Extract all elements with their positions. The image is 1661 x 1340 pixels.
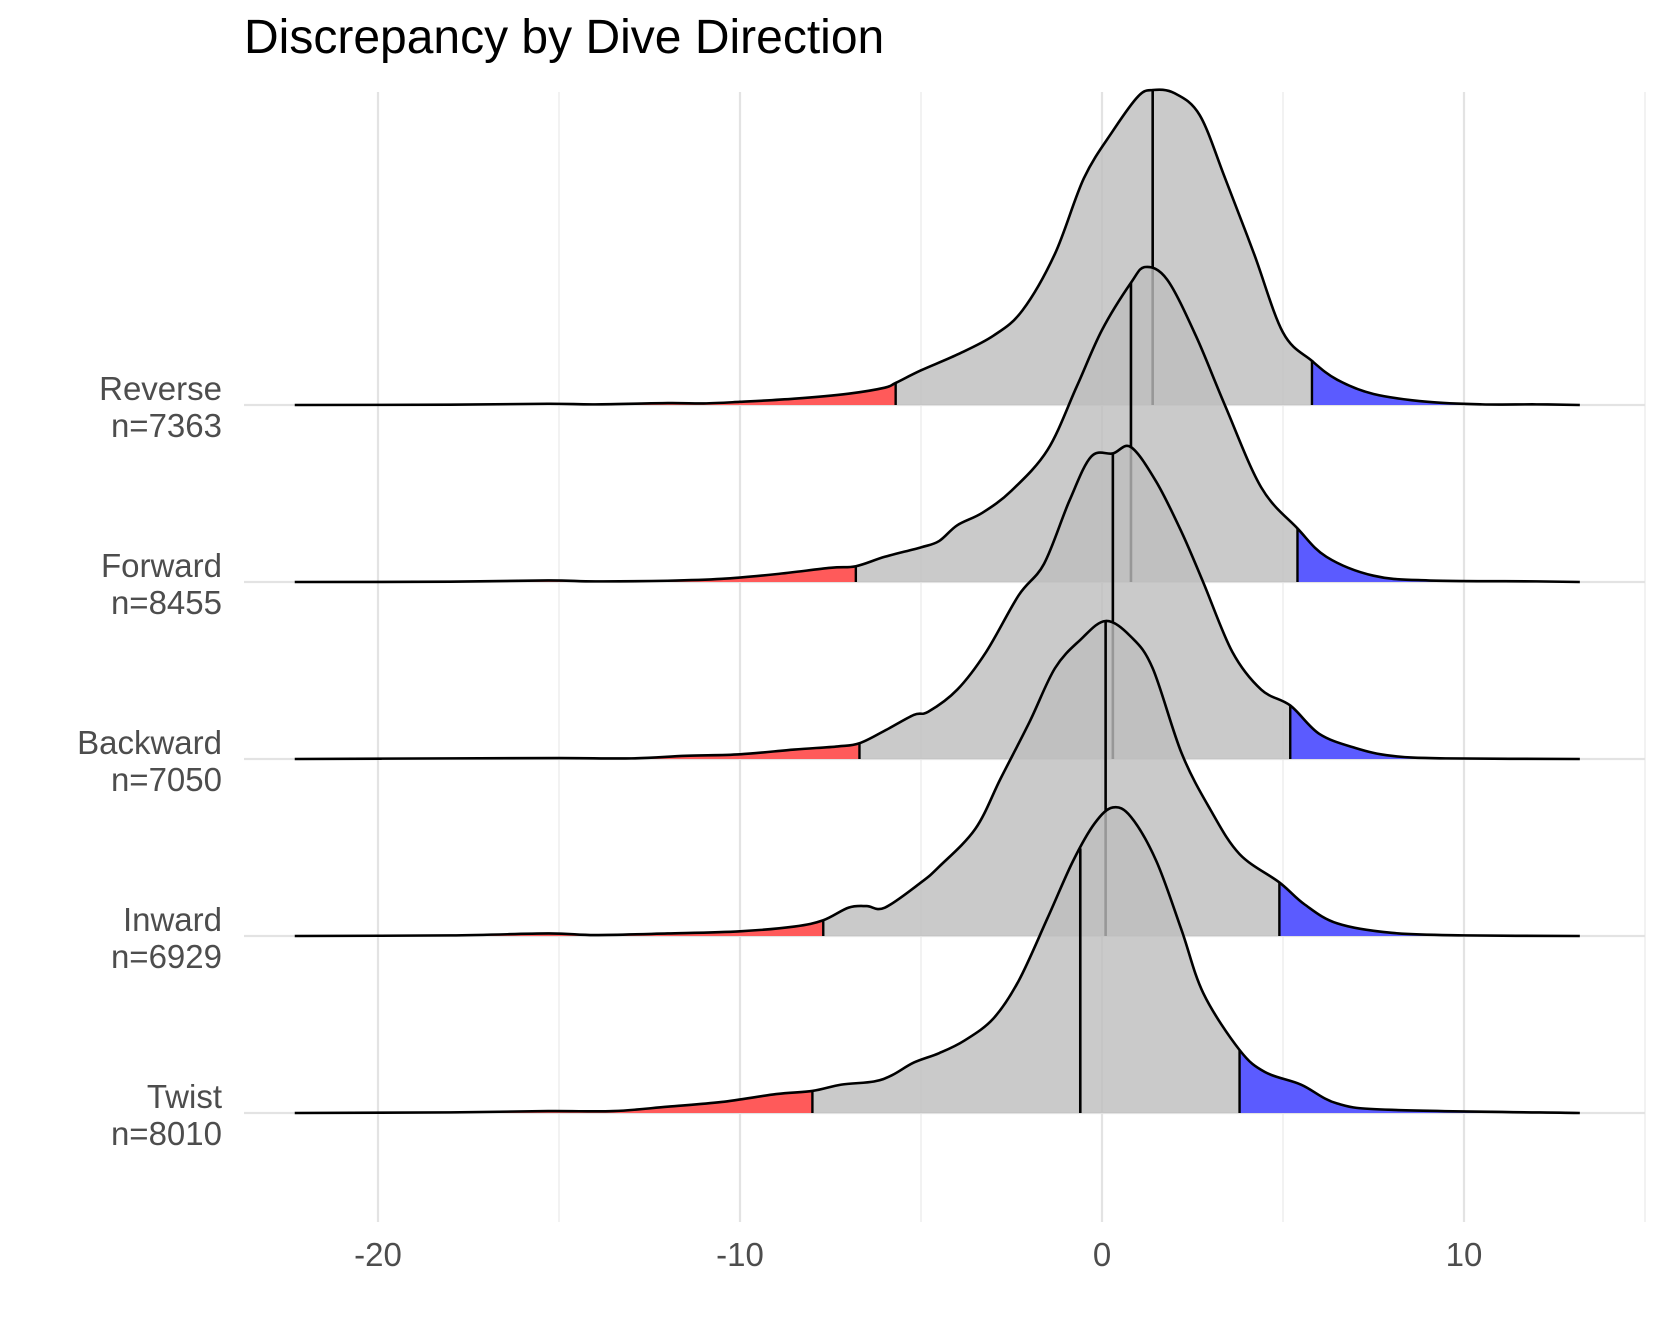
density-outline-forward xyxy=(294,265,1580,584)
ridge-body-twist xyxy=(294,807,1580,1113)
high-tail-inward xyxy=(1279,620,1580,936)
x-tick-label: 0 xyxy=(1093,1236,1111,1273)
ridge-forward xyxy=(294,265,1580,584)
x-tick-label: -20 xyxy=(354,1236,402,1273)
group-label-backward: Backward xyxy=(77,724,222,761)
ridge-body-forward xyxy=(294,266,1580,582)
chart-title: Discrepancy by Dive Direction xyxy=(244,11,885,64)
low-tail-twist xyxy=(294,807,813,1113)
low-tail-reverse xyxy=(294,89,896,405)
ridges-layer xyxy=(294,88,1580,1115)
group-count-forward: n=8455 xyxy=(111,584,222,621)
group-count-backward: n=7050 xyxy=(111,761,222,798)
density-outline-inward xyxy=(294,619,1580,938)
group-label-forward: Forward xyxy=(101,547,222,584)
group-label-reverse: Reverse xyxy=(99,370,222,407)
group-count-inward: n=6929 xyxy=(111,938,222,975)
ridge-body-reverse xyxy=(294,89,1580,406)
group-count-reverse: n=7363 xyxy=(111,407,222,444)
density-outline-twist xyxy=(294,805,1580,1115)
density-outline-reverse xyxy=(294,88,1580,407)
x-tick-label: 10 xyxy=(1446,1236,1483,1273)
group-count-twist: n=8010 xyxy=(111,1115,222,1152)
group-label-inward: Inward xyxy=(123,901,222,938)
ridge-inward xyxy=(294,619,1580,938)
ridge-body-inward xyxy=(294,620,1580,936)
ridge-reverse xyxy=(294,88,1580,407)
high-tail-reverse xyxy=(1311,89,1580,405)
ridge-body-backward xyxy=(294,445,1580,759)
high-tail-forward xyxy=(1297,266,1580,582)
group-label-twist: Twist xyxy=(147,1078,222,1115)
density-outline-backward xyxy=(294,444,1580,761)
x-tick-label: -10 xyxy=(716,1236,764,1273)
low-tail-backward xyxy=(294,445,860,759)
